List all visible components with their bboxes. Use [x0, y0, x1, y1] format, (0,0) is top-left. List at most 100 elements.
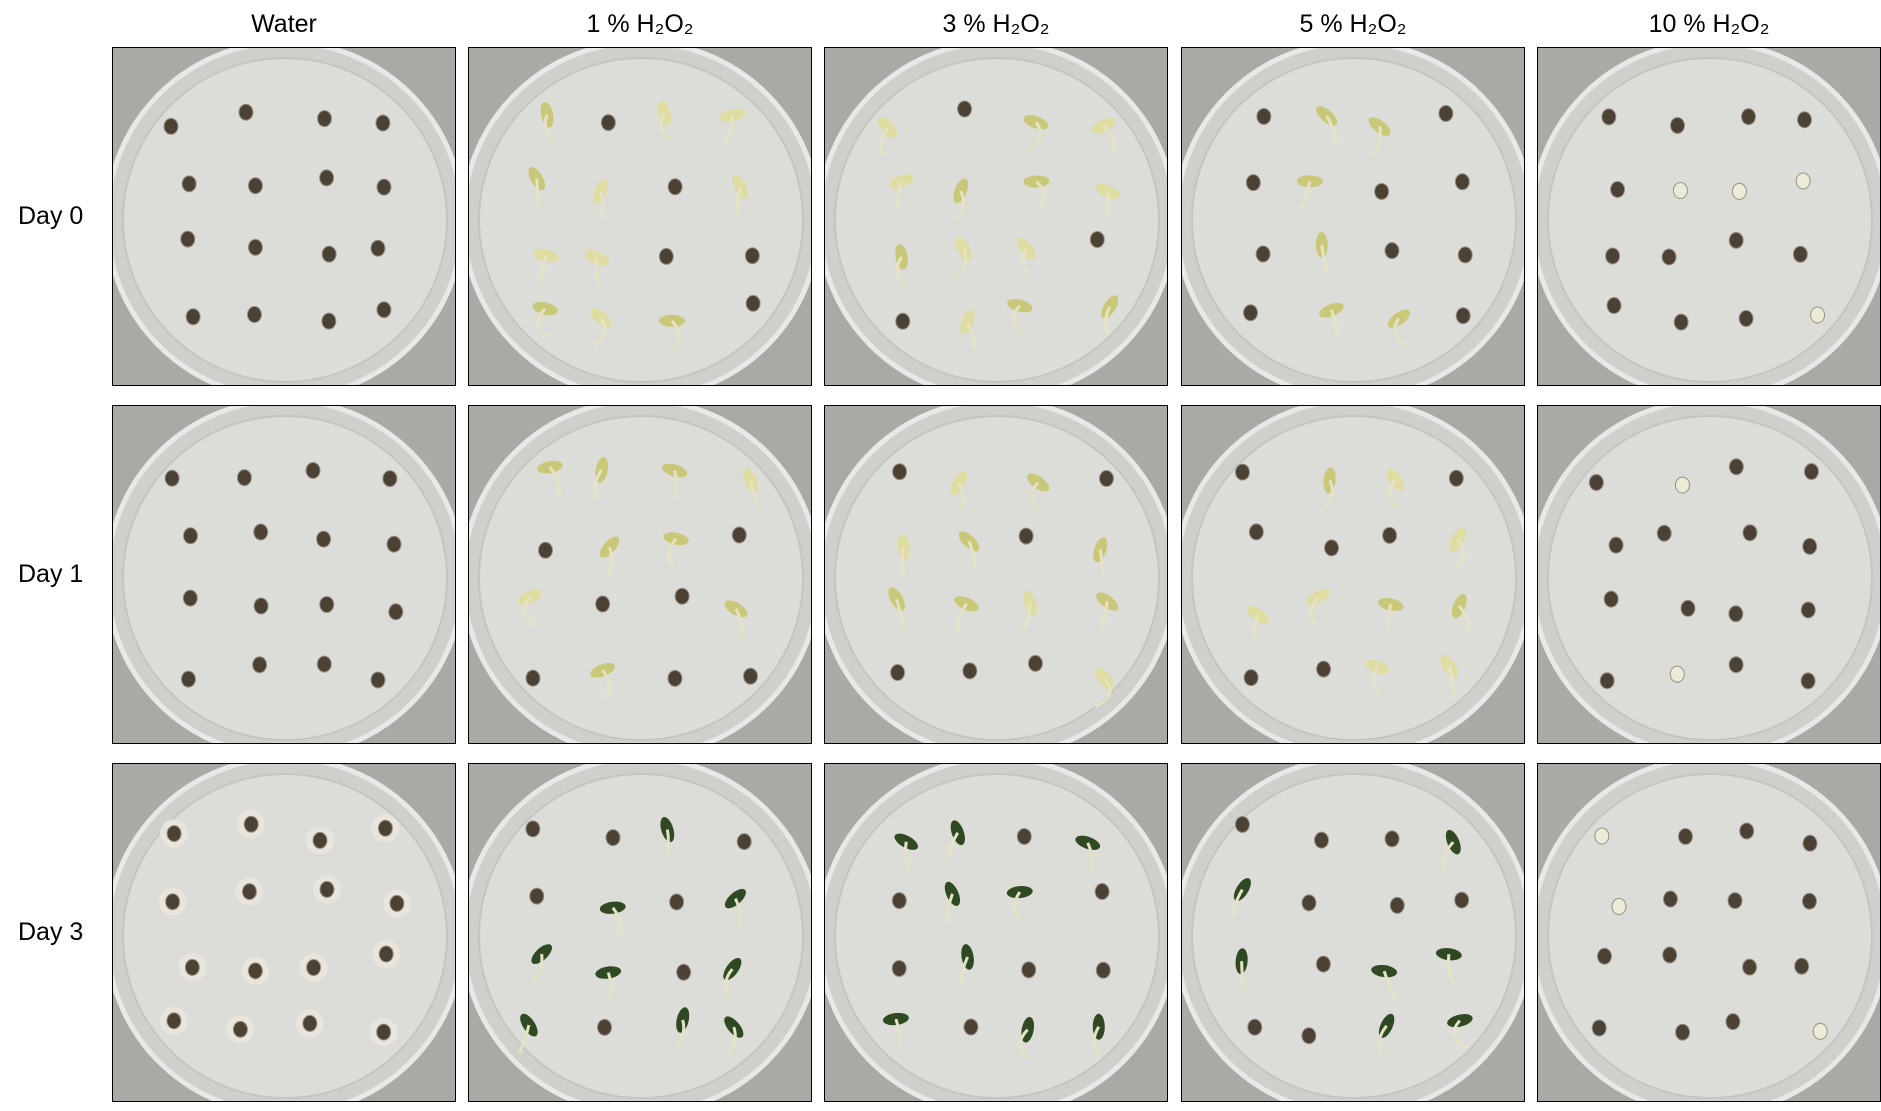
stem: [1098, 549, 1105, 578]
seed: [1810, 306, 1826, 324]
dish: [1182, 764, 1524, 1101]
dish: [469, 406, 811, 743]
stem: [1011, 304, 1023, 335]
seed: [382, 470, 398, 488]
dish-inner: [122, 773, 448, 1099]
seed: [376, 1023, 392, 1041]
stem: [895, 598, 906, 628]
seed: [247, 238, 263, 256]
seed: [957, 100, 973, 118]
stem: [517, 1024, 531, 1054]
stem: [894, 1018, 903, 1048]
stem: [543, 114, 557, 144]
seed: [319, 880, 335, 898]
seed: [1089, 231, 1105, 249]
seed: [895, 312, 911, 330]
seedling: [531, 944, 553, 965]
seedling: [1378, 597, 1404, 611]
petri-photo: [468, 405, 812, 744]
seed: [166, 825, 182, 843]
stem: [536, 307, 549, 338]
stem: [1252, 614, 1260, 644]
stem: [724, 968, 734, 999]
seed: [731, 526, 747, 544]
seed: [676, 963, 692, 981]
seed: [1608, 536, 1624, 554]
seed: [1234, 463, 1250, 481]
stem: [944, 893, 954, 922]
stem: [1106, 191, 1111, 220]
petri-photo: [1181, 405, 1525, 744]
stem: [535, 178, 541, 207]
stem: [1377, 1024, 1388, 1055]
seed: [1803, 463, 1819, 481]
seed: [1725, 1013, 1741, 1031]
seed: [1742, 958, 1758, 976]
stem: [726, 1026, 737, 1057]
seed: [1094, 883, 1110, 901]
stem: [953, 248, 968, 279]
seed: [669, 893, 685, 911]
seedling: [897, 534, 910, 561]
seedling: [1447, 1014, 1473, 1028]
seedling: [1435, 948, 1462, 961]
dish-inner: [478, 57, 804, 383]
stem: [599, 190, 605, 220]
dish: [469, 48, 811, 385]
seed: [1802, 834, 1818, 852]
seed: [163, 117, 179, 135]
stem: [1018, 1028, 1029, 1059]
seed: [1594, 827, 1610, 845]
stem: [955, 602, 968, 632]
seedling: [724, 1016, 744, 1038]
stem: [1325, 115, 1338, 145]
dish-inner: [122, 57, 448, 383]
dish: [825, 764, 1167, 1101]
seed: [1797, 111, 1813, 129]
stem: [1029, 481, 1041, 512]
stem: [522, 596, 537, 627]
seed: [1324, 539, 1340, 557]
seed: [370, 239, 386, 257]
seed: [1457, 246, 1473, 264]
seed: [247, 177, 263, 195]
seed: [1384, 830, 1400, 848]
seed: [1313, 831, 1329, 849]
seed: [745, 294, 761, 312]
petri-photo: [112, 405, 456, 744]
seed: [595, 595, 611, 613]
stem: [1309, 595, 1320, 626]
stem: [1382, 970, 1396, 1000]
stem: [611, 906, 622, 937]
seed: [1739, 822, 1755, 840]
stem: [606, 546, 613, 576]
stem: [1027, 121, 1043, 152]
stem: [1086, 842, 1094, 872]
stem: [1231, 888, 1244, 918]
stem: [1021, 248, 1031, 278]
seed: [1727, 892, 1743, 910]
stem: [1021, 603, 1032, 633]
seed: [1243, 304, 1259, 322]
seed: [1601, 108, 1617, 126]
stem: [1393, 317, 1409, 349]
seed: [667, 178, 683, 196]
seed: [1256, 107, 1272, 125]
seedling: [1296, 175, 1323, 188]
seed: [180, 670, 196, 688]
seed: [317, 110, 333, 128]
stem: [601, 669, 611, 699]
seed: [1301, 1027, 1317, 1045]
dish: [1182, 406, 1524, 743]
seed: [1611, 898, 1627, 916]
petri-photo: [824, 405, 1168, 744]
seed: [1792, 245, 1808, 263]
petri-photo: [112, 763, 456, 1102]
seed: [1731, 182, 1747, 200]
stem: [734, 608, 744, 638]
seed: [525, 820, 541, 838]
seed: [376, 301, 392, 319]
seed: [378, 945, 394, 963]
seed: [1374, 182, 1390, 200]
seedling: [517, 589, 543, 605]
